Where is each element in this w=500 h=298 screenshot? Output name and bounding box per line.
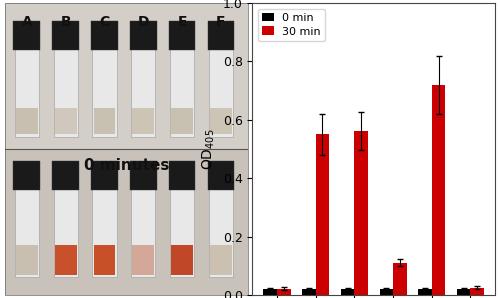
Bar xyxy=(131,181,156,277)
Bar xyxy=(168,161,196,190)
Text: C: C xyxy=(100,15,110,29)
Bar xyxy=(171,108,193,134)
Text: A: A xyxy=(22,15,32,29)
Bar xyxy=(5,149,248,295)
Text: 0 minutes: 0 minutes xyxy=(84,158,169,173)
Bar xyxy=(92,181,116,277)
Bar xyxy=(16,108,38,134)
Bar xyxy=(208,161,234,190)
Bar xyxy=(170,181,194,277)
Bar xyxy=(54,108,76,134)
Bar xyxy=(170,41,194,137)
Bar xyxy=(130,161,156,190)
Text: E: E xyxy=(178,15,187,29)
Bar xyxy=(208,21,234,50)
Bar xyxy=(393,263,406,295)
Text: B: B xyxy=(60,15,71,29)
Bar xyxy=(54,245,76,274)
Bar xyxy=(54,181,78,277)
Bar xyxy=(52,161,79,190)
Bar xyxy=(94,108,116,134)
Bar xyxy=(210,108,232,134)
Bar xyxy=(316,134,329,295)
Y-axis label: OD$_{405}$: OD$_{405}$ xyxy=(200,128,217,170)
Bar xyxy=(209,41,233,137)
Bar xyxy=(91,21,118,50)
Text: D: D xyxy=(138,15,149,29)
Bar xyxy=(171,245,193,274)
Bar xyxy=(131,41,156,137)
Bar xyxy=(54,41,78,137)
Bar xyxy=(264,289,277,295)
Bar xyxy=(380,289,393,295)
Legend: 0 min, 30 min: 0 min, 30 min xyxy=(258,9,326,41)
Bar xyxy=(457,289,470,295)
Bar xyxy=(14,21,40,50)
Bar xyxy=(14,41,39,137)
Bar xyxy=(418,289,432,295)
Bar xyxy=(5,3,248,149)
Bar xyxy=(209,181,233,277)
Bar xyxy=(132,245,154,274)
Bar xyxy=(14,161,40,190)
Bar xyxy=(92,41,116,137)
Bar xyxy=(354,131,368,295)
Bar xyxy=(132,108,154,134)
Bar xyxy=(277,288,290,295)
Bar xyxy=(16,245,38,274)
Bar xyxy=(432,85,446,295)
Bar xyxy=(14,181,39,277)
Bar xyxy=(130,21,156,50)
Bar xyxy=(52,21,79,50)
Bar xyxy=(341,289,354,295)
Bar xyxy=(94,245,116,274)
Bar xyxy=(168,21,196,50)
Bar xyxy=(470,288,484,295)
Bar xyxy=(91,161,118,190)
Bar xyxy=(210,245,232,274)
Text: F: F xyxy=(216,15,226,29)
Bar xyxy=(302,289,316,295)
